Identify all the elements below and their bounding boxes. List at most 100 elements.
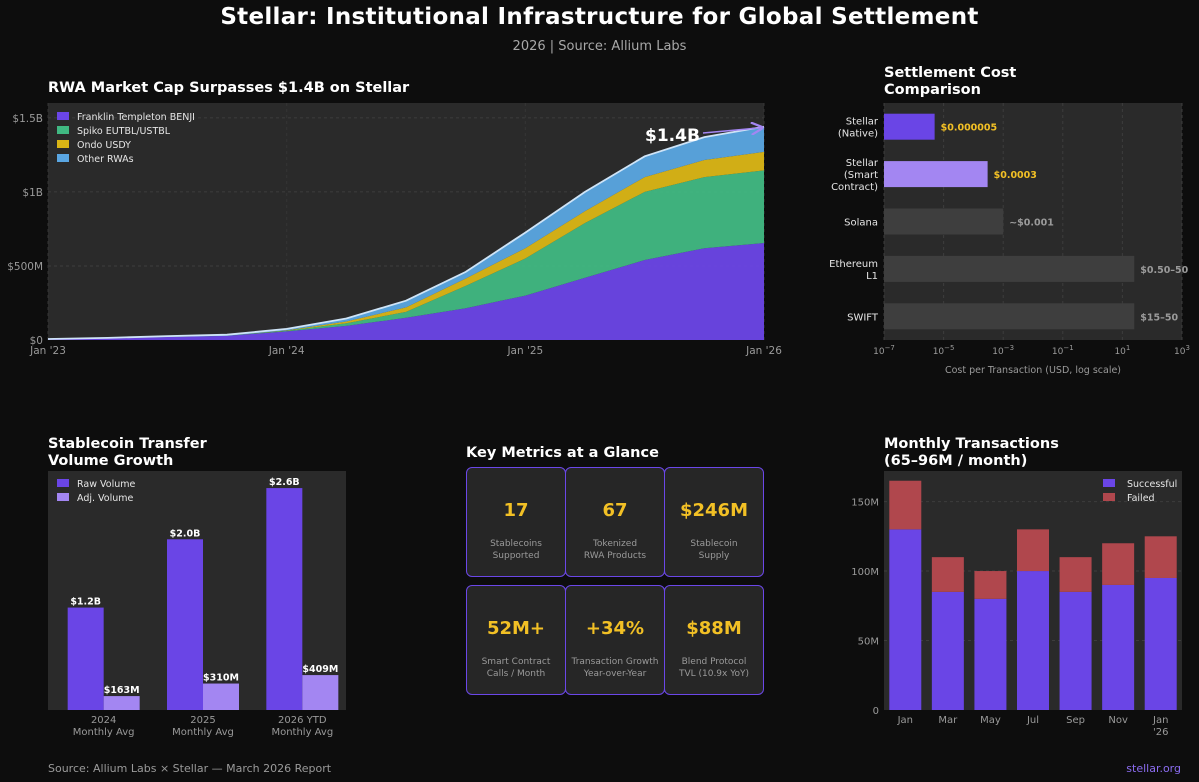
y-tick-label: $1.5B	[12, 113, 43, 125]
category-label: Stellar (Native)	[838, 117, 879, 140]
category-label: Stellar (Smart Contract)	[831, 158, 879, 193]
bar-value-label: $2.6B	[269, 477, 300, 488]
rwa-chart-title: RWA Market Cap Surpasses $1.4B on Stella…	[48, 80, 410, 96]
successful-bar	[1059, 591, 1092, 710]
metric-card-transaction-growth: +34% Transaction Growth Year-over-Year	[565, 585, 665, 695]
legend-label: Franklin Templeton BENJI	[77, 112, 195, 123]
y-tick-label: $500M	[7, 261, 43, 273]
x-tick-label: 10−7	[873, 344, 895, 357]
x-tick-label: Jan '25	[506, 345, 543, 357]
y-tick-label: 0	[873, 706, 879, 717]
metric-value: 67	[602, 500, 628, 521]
stablecoin-legend: Raw Volume Adj. Volume	[57, 479, 135, 504]
total-outline	[47, 125, 765, 340]
failed-bar	[889, 480, 922, 530]
area-ondo-usdy	[48, 151, 764, 340]
category-label: Nov	[1108, 715, 1128, 726]
failed-bar	[1017, 529, 1049, 572]
successful-bar	[889, 529, 922, 710]
annotation-label: $1.4B	[645, 126, 700, 146]
category-label: SWIFT	[847, 312, 879, 323]
cost-value-label: $0.0003	[994, 170, 1037, 181]
cost-bar	[884, 161, 988, 188]
category-label: Ethereum L1	[829, 259, 878, 282]
x-tick-label: 10−3	[992, 344, 1014, 357]
legend-swatch	[57, 112, 69, 120]
category-label: 2025 Monthly Avg	[172, 715, 234, 738]
x-tick-label: 103	[1174, 344, 1190, 357]
monthly-chart-title: Monthly Transactions (65–96M / month)	[884, 436, 1059, 469]
cost-value-label: $0.50–50	[1140, 265, 1188, 276]
stablecoin-chart-title: Stablecoin Transfer Volume Growth	[48, 436, 207, 469]
cost-value-label: $0.000005	[941, 123, 998, 134]
area-other-rwas	[48, 126, 764, 340]
bar-value-label: $2.0B	[170, 528, 201, 539]
category-label: May	[980, 715, 1001, 726]
metric-label: Smart Contract Calls / Month	[481, 657, 551, 679]
legend-swatch	[57, 140, 69, 148]
x-tick-label: 101	[1114, 344, 1130, 357]
cost-bar	[884, 303, 1135, 330]
bar-value-label: $409M	[302, 664, 338, 675]
cost-value-label: $15–50	[1140, 312, 1178, 323]
successful-bar	[974, 598, 1007, 710]
stellar-link[interactable]: stellar.org	[1126, 762, 1181, 775]
cost-bar	[884, 113, 935, 140]
category-label: Sep	[1066, 715, 1085, 726]
legend-label: Raw Volume	[77, 479, 135, 490]
metric-label: Blend Protocol TVL (10.9x YoY)	[678, 657, 750, 679]
metric-label: Stablecoin Supply	[690, 539, 738, 561]
bar-value-label: $1.2B	[70, 597, 101, 608]
cost-value-label: ~$0.001	[1009, 218, 1054, 229]
metric-value: $246M	[679, 500, 748, 521]
x-tick-label: 10−5	[933, 344, 955, 357]
bar-value-label: $310M	[203, 673, 239, 684]
volume-bar	[302, 675, 339, 710]
legend-label: Successful	[1127, 479, 1177, 490]
successful-bar	[1144, 577, 1177, 710]
metric-card-stablecoin-supply: $246M Stablecoin Supply	[664, 467, 764, 577]
page-title: Stellar: Institutional Infrastructure fo…	[220, 4, 979, 30]
category-label: Mar	[938, 715, 958, 726]
settlement-cost-chart: 10−7 10−5 10−3 10−1 101 103 Cost per Transacti…	[829, 103, 1190, 376]
annotation-arrow	[702, 128, 762, 133]
footer-source: Source: Allium Labs × Stellar — March 20…	[48, 762, 332, 775]
metrics-title: Key Metrics at a Glance	[466, 445, 659, 461]
x-tick-label: Jan '23	[29, 345, 66, 357]
metric-value: $88M	[686, 618, 742, 639]
page-subtitle: 2026 | Source: Allium Labs	[512, 39, 687, 54]
metric-card-stablecoins: 17 Stablecoins Supported	[466, 467, 566, 577]
category-label: Jan '26	[1152, 715, 1168, 738]
metric-label: Transaction Growth Year-over-Year	[571, 657, 659, 679]
metric-label: Stablecoins Supported	[490, 539, 542, 561]
stablecoin-volume-chart: $1.2B $163M 2024 Monthly Avg $2.0B $310M 2025 M…	[57, 477, 339, 738]
legend-swatch	[57, 493, 69, 501]
legend-label: Other RWAs	[77, 154, 134, 165]
y-tick-label: 100M	[851, 567, 879, 578]
y-tick-label: 150M	[851, 498, 879, 509]
failed-bar	[931, 557, 964, 592]
metric-card-blend-tvl: $88M Blend Protocol TVL (10.9x YoY)	[664, 585, 764, 695]
y-tick-label: $1B	[22, 187, 43, 199]
successful-bar	[1017, 571, 1049, 710]
metric-value: +34%	[585, 618, 645, 639]
area-spiko-eutbl-ustbl	[48, 170, 764, 340]
monthly-transactions-chart: 0 50M 100M 150M Jan Mar May Jul Sep Nov Jan '26 Succ…	[851, 479, 1182, 738]
legend-swatch	[57, 479, 69, 487]
cost-bar	[884, 208, 1004, 235]
legend-label: Failed	[1127, 493, 1155, 504]
volume-bar	[203, 683, 239, 710]
volume-bar	[103, 696, 140, 710]
y-tick-label: 50M	[858, 637, 879, 648]
metric-label: Tokenized RWA Products	[583, 539, 647, 561]
metric-value: 17	[503, 500, 529, 521]
metric-card-smart-contract-calls: 52M+ Smart Contract Calls / Month	[466, 585, 566, 695]
legend-swatch	[1103, 493, 1115, 501]
rwa-market-cap-chart: $0 $500M $1B $1.5B Jan '23 Jan '24 Jan '25 Jan …	[7, 103, 782, 357]
volume-bar	[266, 488, 303, 710]
failed-bar	[974, 571, 1007, 599]
legend-label: Adj. Volume	[77, 493, 134, 504]
legend-swatch	[57, 154, 69, 162]
rwa-legend: Franklin Templeton BENJI Spiko EUTBL/USTB…	[57, 112, 195, 165]
